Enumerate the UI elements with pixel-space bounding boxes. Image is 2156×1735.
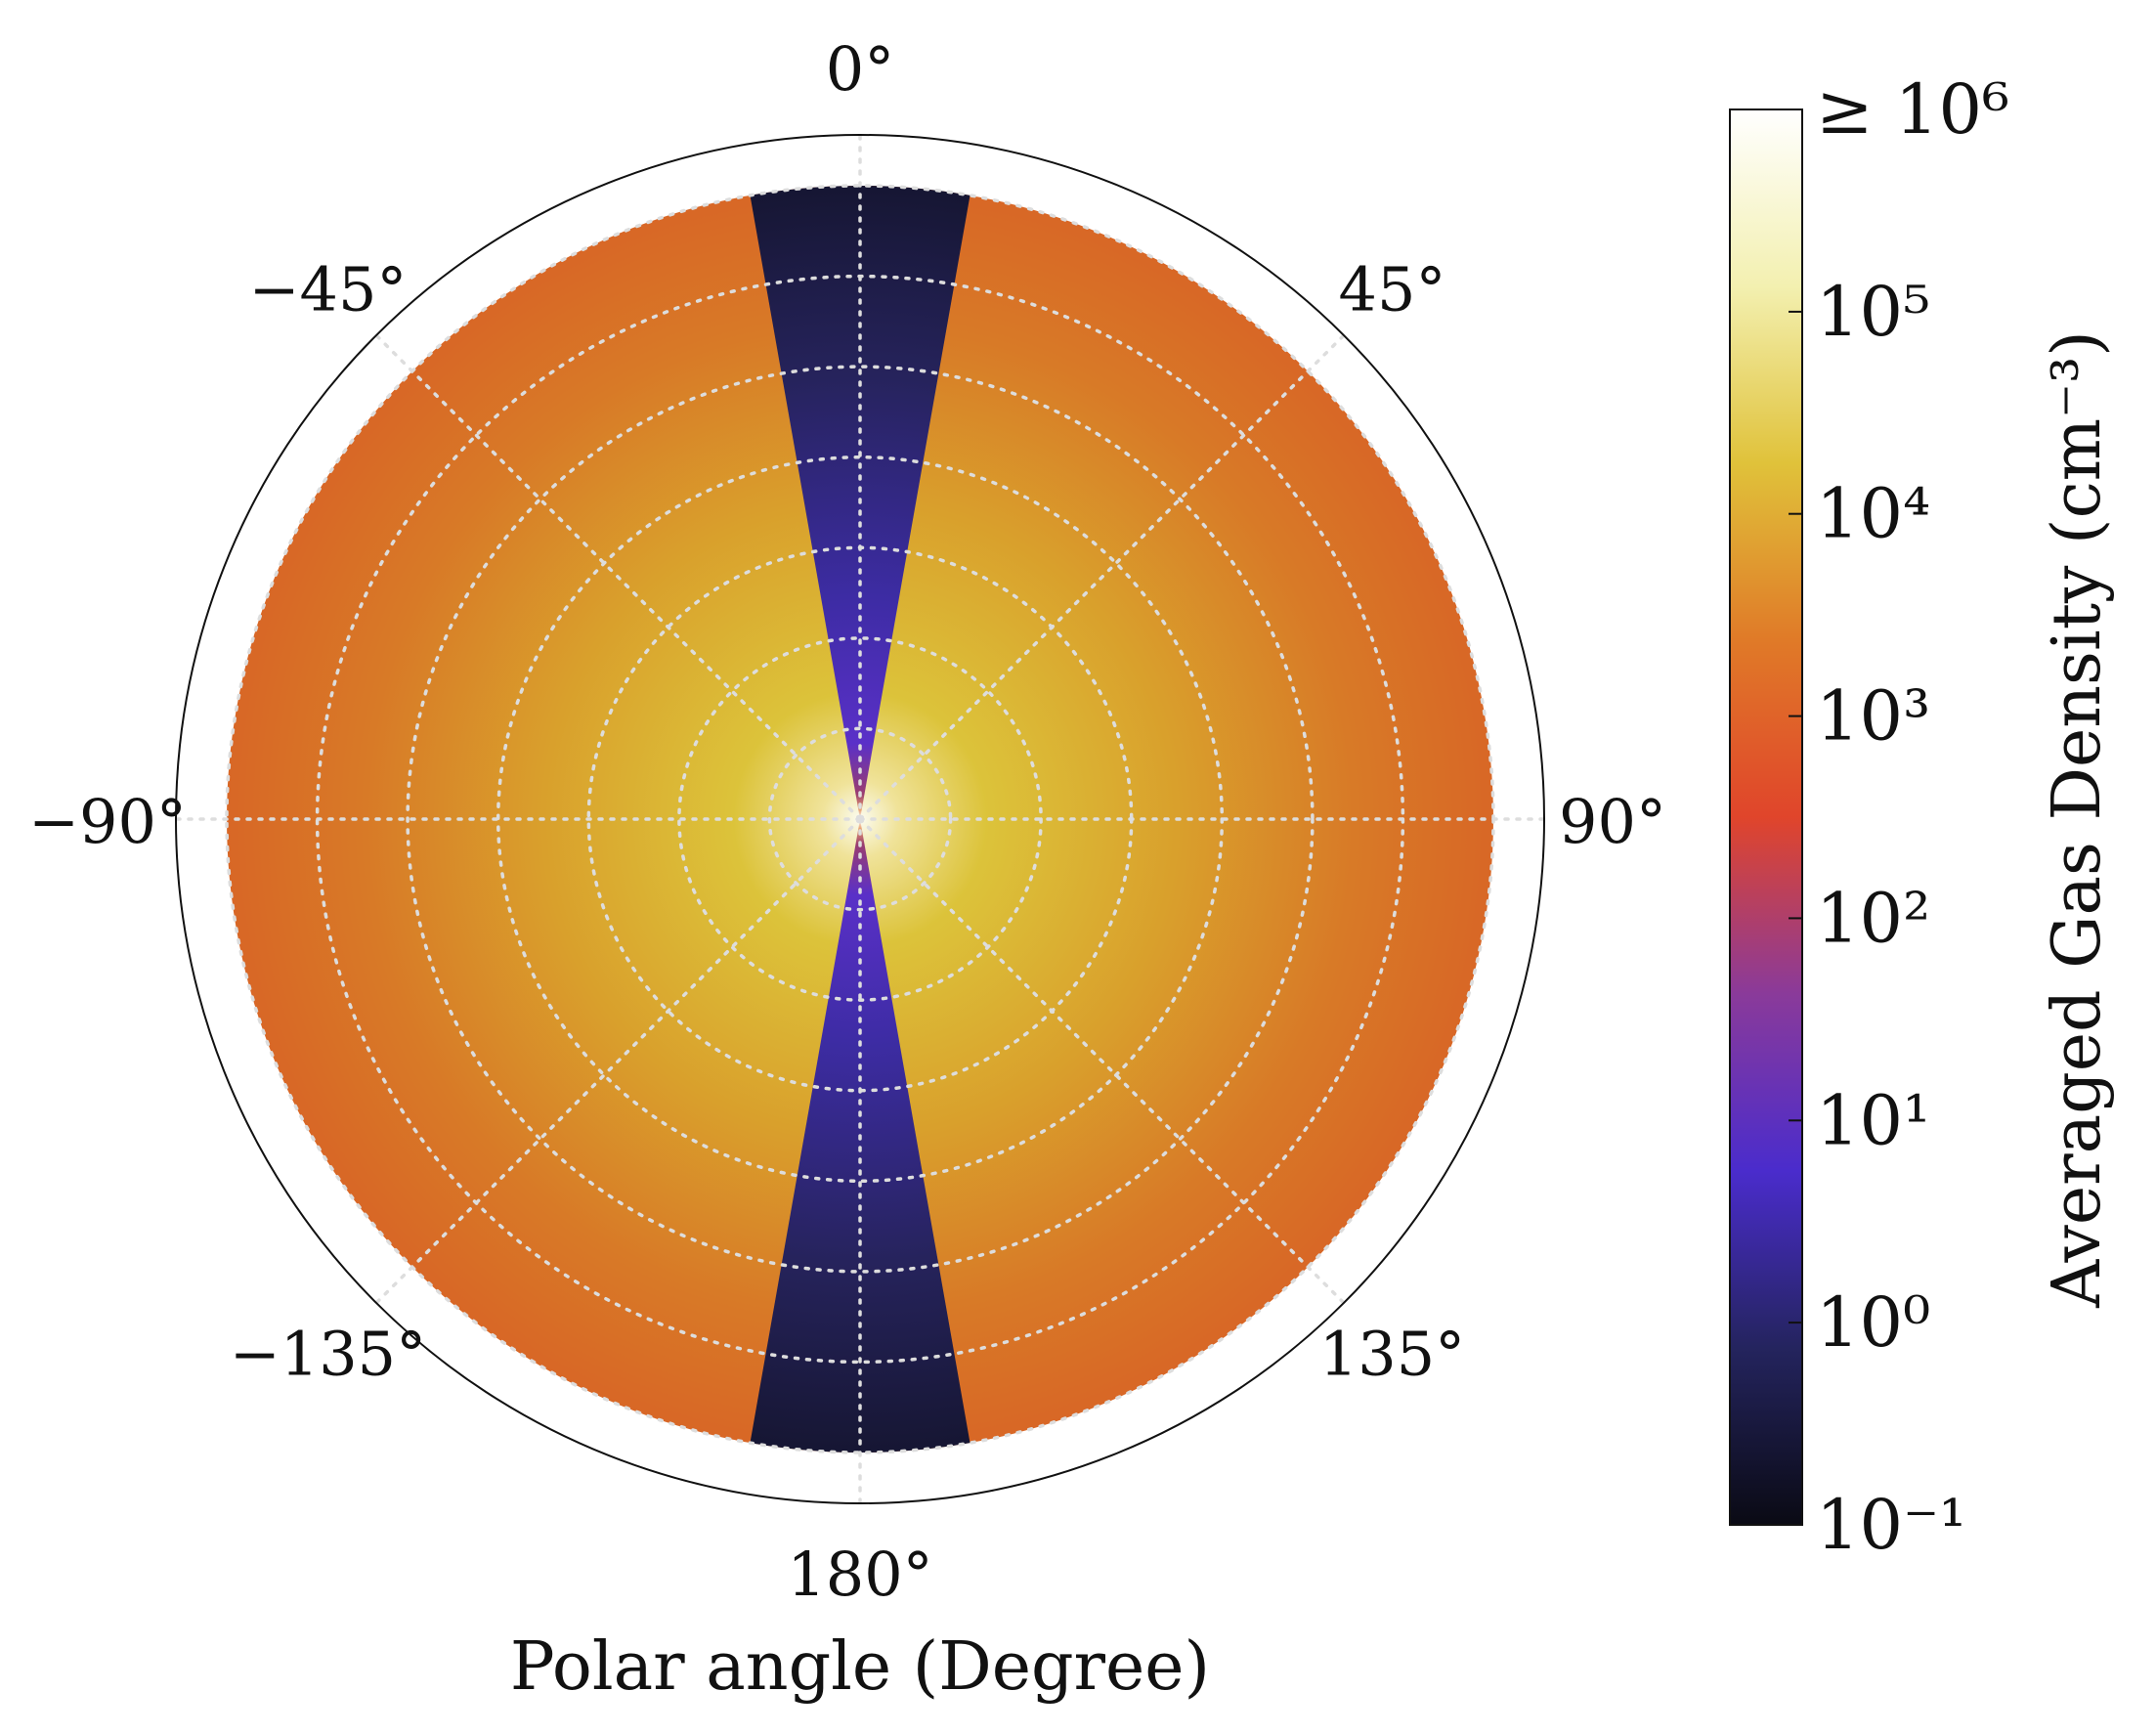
colorbar-tick-label: 10² <box>1816 878 1930 958</box>
angular-tick-label: −90° <box>28 786 187 857</box>
angular-tick-label: 180° <box>787 1539 932 1610</box>
radial-gridline <box>677 636 1043 1002</box>
radial-gridline <box>767 726 953 912</box>
angular-tick-label: 90° <box>1559 786 1666 857</box>
colorbar-ticks: ≥ 10⁶ 10⁵ 10⁴ 10³ 10² 10¹ 10⁰ 10⁻¹ <box>1789 69 2009 1565</box>
colorbar-tick-label: 10⁴ <box>1816 474 1930 554</box>
polar-axes-frame <box>175 134 1545 1504</box>
colorbar-tick-label: 10³ <box>1816 676 1930 757</box>
angular-tick-labels: 0° 45° 90° 135° 180° −135° −90° −45° <box>28 33 1666 1610</box>
cone-north <box>747 186 973 819</box>
colorbar-tick-label: 10⁰ <box>1816 1282 1930 1363</box>
angular-gridline <box>374 333 862 821</box>
low-density-cones <box>747 186 973 1453</box>
colorbar-tick-label: ≥ 10⁶ <box>1816 69 2009 150</box>
colorbar-label: Averaged Gas Density (cm⁻³) <box>2039 330 2116 1309</box>
polar-grid <box>174 133 1546 1505</box>
angular-tick-label: 0° <box>826 33 894 105</box>
colorbar <box>1729 108 1803 1526</box>
angular-gridline <box>374 817 862 1305</box>
x-axis-label: Polar angle (Degree) <box>510 1628 1210 1706</box>
angular-tick-label: 135° <box>1319 1319 1465 1390</box>
radial-gridline <box>406 365 1315 1274</box>
angular-gridline <box>858 817 1346 1305</box>
angular-tick-label: −45° <box>249 254 408 325</box>
angular-tick-label: −135° <box>230 1319 426 1390</box>
angular-gridline <box>858 333 1346 821</box>
colorbar-tick-label: 10¹ <box>1816 1080 1930 1160</box>
colorbar-tick-label: 10⁻¹ <box>1816 1485 1966 1565</box>
cone-south <box>747 819 973 1453</box>
angular-tick-label: 45° <box>1339 254 1446 325</box>
colorbar-tick-label: 10⁵ <box>1816 272 1930 352</box>
